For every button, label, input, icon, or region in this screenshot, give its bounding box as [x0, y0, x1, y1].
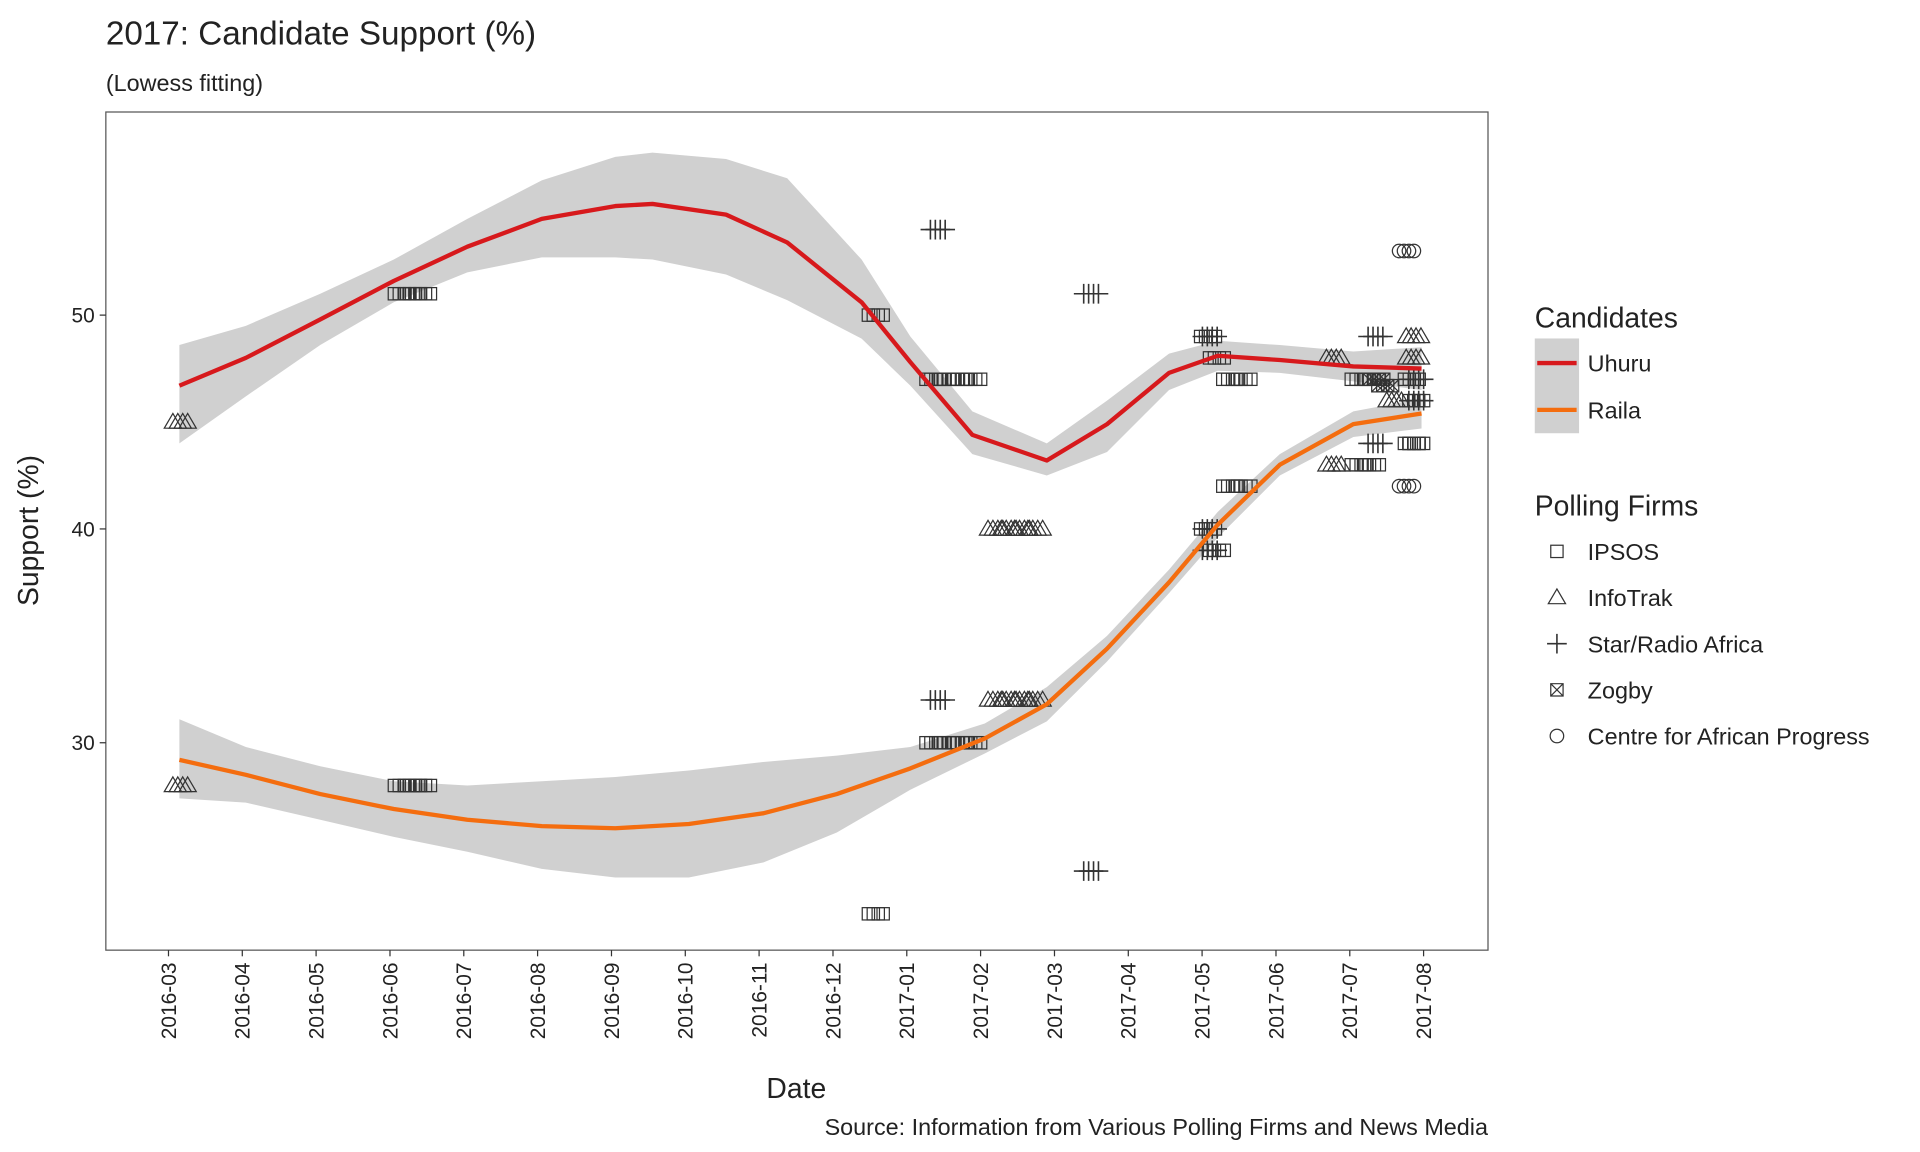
- x-tick-label: 2017-06: [1265, 962, 1288, 1039]
- point: [876, 907, 890, 921]
- x-axis-label: Date: [766, 1072, 826, 1104]
- legend-label: IPSOS: [1588, 539, 1659, 565]
- legend-title: Candidates: [1535, 301, 1678, 333]
- point: [1373, 326, 1393, 347]
- x-tick-label: 2017-07: [1339, 962, 1362, 1039]
- x-tick-label: 2016-05: [305, 962, 328, 1039]
- point: [1088, 861, 1109, 881]
- point: [1373, 433, 1393, 454]
- confidence-band: [179, 152, 1422, 476]
- legend-symbol: [1549, 728, 1565, 744]
- source-note: Source: Information from Various Polling…: [825, 1114, 1488, 1140]
- legend-symbol: [1547, 587, 1567, 605]
- x-tick-label: 2017-04: [1118, 962, 1141, 1039]
- point: [1385, 378, 1400, 393]
- y-tick-label: 30: [72, 732, 95, 755]
- x-tick-label: 2017-01: [896, 962, 919, 1039]
- point: [1391, 390, 1412, 408]
- point: [1331, 454, 1351, 472]
- legend-label: InfoTrak: [1588, 585, 1673, 611]
- legend-label: Star/Radio Africa: [1588, 631, 1763, 657]
- point: [177, 775, 198, 793]
- y-tick-label: 40: [72, 518, 95, 541]
- point: [1416, 436, 1431, 451]
- legend-symbol: [1550, 544, 1564, 559]
- y-tick-label: 50: [72, 305, 95, 328]
- x-tick-label: 2016-04: [232, 962, 255, 1039]
- legend-label: Centre for African Progress: [1588, 724, 1870, 750]
- x-tick-label: 2017-02: [970, 962, 993, 1039]
- point: [1406, 478, 1422, 494]
- point: [1207, 540, 1228, 561]
- point: [1413, 369, 1434, 390]
- point: [1391, 243, 1407, 259]
- point: [1207, 326, 1228, 347]
- point: [1396, 243, 1412, 259]
- legend: Uhuru Raila IPSOS InfoTrak Star/Radio Africa…: [1534, 338, 1870, 750]
- plot-area: 30 40 50 2016-03 2016-04 2016-05 2016-06 2016-0…: [72, 111, 1489, 1039]
- legend-label: Uhuru: [1588, 351, 1652, 377]
- point: [1411, 348, 1431, 365]
- point: [1391, 478, 1407, 494]
- point: [1411, 326, 1431, 344]
- x-tick-label: 2017-05: [1191, 962, 1214, 1039]
- x-tick-label: 2017-08: [1413, 962, 1436, 1039]
- x-tick-label: 2016-06: [379, 962, 402, 1039]
- x-tick-label: 2016-09: [601, 962, 624, 1039]
- chart-subtitle: (Lowess fitting): [106, 70, 263, 96]
- x-tick-label: 2016-12: [822, 962, 845, 1039]
- x-tick-label: 2016-07: [453, 962, 476, 1039]
- point: [1401, 243, 1417, 259]
- chart-title: 2017: Candidate Support (%): [106, 15, 536, 52]
- point: [876, 308, 890, 322]
- point: [973, 372, 988, 387]
- x-tick-label: 2017-03: [1044, 962, 1067, 1039]
- y-axis-label: Support (%): [12, 455, 44, 606]
- confidence-band: [179, 398, 1422, 878]
- point: [423, 778, 438, 793]
- point: [935, 690, 956, 710]
- point: [423, 286, 438, 301]
- legend-symbol: [1550, 683, 1564, 697]
- point: [935, 219, 956, 240]
- point: [1401, 478, 1417, 494]
- legend-symbol: [1547, 633, 1567, 654]
- legend-label: Raila: [1588, 397, 1641, 423]
- x-tick-label: 2016-03: [158, 962, 181, 1039]
- point: [1413, 390, 1434, 411]
- point: [1088, 283, 1109, 304]
- legend-title: Polling Firms: [1535, 490, 1699, 522]
- x-tick-label: 2016-08: [527, 962, 550, 1039]
- point: [1032, 519, 1053, 536]
- point: [1406, 243, 1422, 259]
- point: [177, 412, 198, 429]
- point: [1372, 458, 1387, 472]
- x-tick-label: 2016-10: [675, 962, 698, 1039]
- x-tick-label: 2016-11: [748, 962, 771, 1037]
- point: [1244, 372, 1258, 387]
- lowess-line: [178, 201, 1422, 463]
- legend-key-background: [1534, 338, 1580, 434]
- legend-label: Zogby: [1588, 677, 1653, 703]
- lowess-line: [178, 411, 1422, 831]
- point: [1396, 478, 1412, 494]
